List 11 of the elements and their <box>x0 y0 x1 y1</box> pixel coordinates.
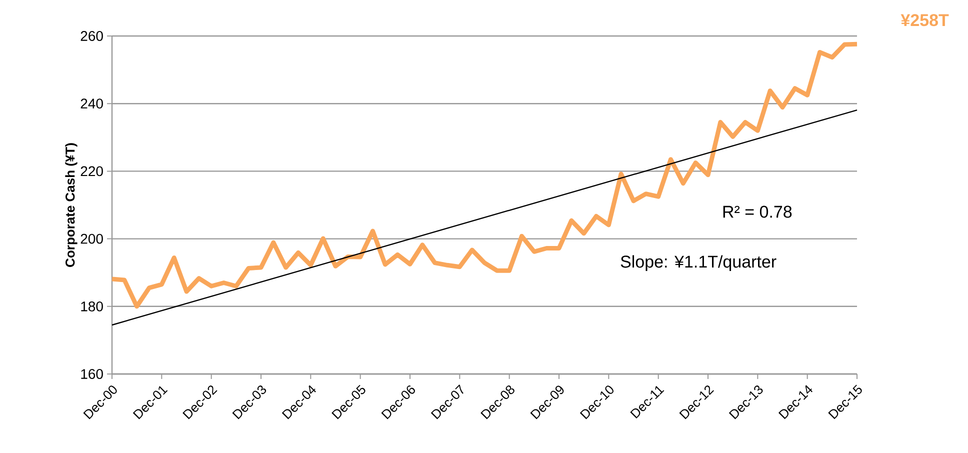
y-tick-label: 240 <box>80 98 103 109</box>
y-tick-label: 180 <box>81 301 103 312</box>
text: ¥258T <box>900 14 949 26</box>
line-series <box>110 42 860 309</box>
y-axis-title: Corporate Cash (¥T) <box>65 143 78 267</box>
annotation: R² = 0.78 <box>723 206 792 218</box>
y-tick-label: 220 <box>80 166 103 176</box>
y-tick-label: 200 <box>80 234 103 244</box>
y-tick-label: 260 <box>80 31 103 41</box>
annotation: Slope: ¥1.1T/quarter <box>620 255 776 272</box>
y-tick-label: 160 <box>81 369 103 379</box>
